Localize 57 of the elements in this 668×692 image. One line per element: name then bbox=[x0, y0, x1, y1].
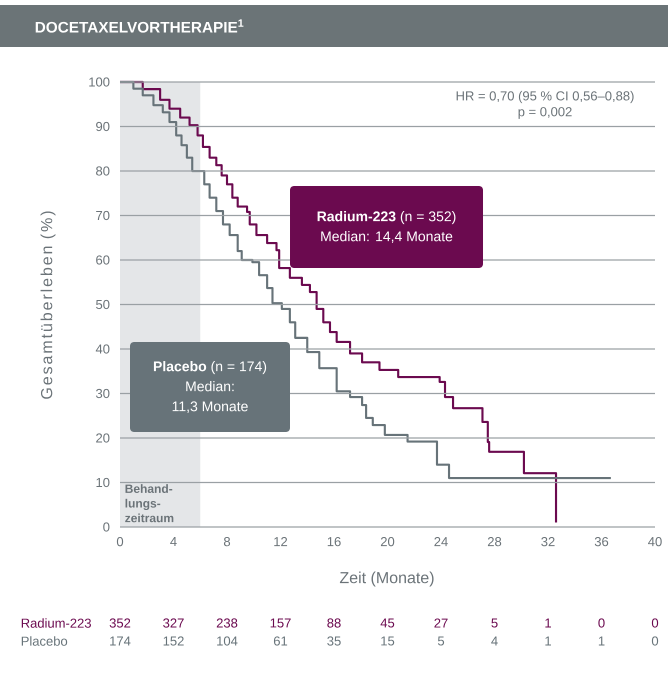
y-tick-label: 20 bbox=[96, 433, 110, 443]
text: 1 bbox=[545, 618, 551, 628]
x-tick-label: 24 bbox=[434, 537, 448, 546]
x-tick-label: 40 bbox=[648, 537, 662, 546]
x-tick-label: 0 bbox=[116, 537, 124, 546]
text: 5 bbox=[491, 618, 498, 628]
y-tick-label: 80 bbox=[96, 166, 110, 176]
annotation: Median: 14,4 Monate bbox=[321, 231, 452, 243]
x-tick-label: 4 bbox=[170, 537, 177, 546]
x-tick-label: 12 bbox=[274, 537, 288, 546]
y-tick-label: 100 bbox=[89, 77, 110, 87]
y-tick-label: 10 bbox=[96, 478, 110, 488]
y-tick-label: 30 bbox=[96, 388, 110, 398]
text: 0 bbox=[598, 618, 605, 628]
x-tick-label: 28 bbox=[488, 537, 502, 546]
annotation: Placebo (n = 174) bbox=[154, 361, 266, 374]
x-tick-label: 36 bbox=[594, 537, 608, 546]
y-tick-label: 40 bbox=[96, 344, 110, 354]
text: 352 bbox=[110, 618, 130, 628]
x-tick-label: 8 bbox=[224, 537, 230, 546]
annotation: Median: bbox=[186, 381, 234, 392]
text: 238 bbox=[216, 618, 238, 628]
band-label: Behand- lungs- zeitraum bbox=[125, 484, 174, 522]
annotation: p = 0,002 bbox=[518, 107, 572, 119]
annotation: HR = 0,70 (95 % CI 0,56–0,88) bbox=[456, 90, 634, 104]
text: 327 bbox=[163, 618, 184, 628]
chart-title: DOCETAXELVORTHERAPIE$^{1}$ bbox=[36, 19, 244, 33]
text: 35 bbox=[327, 636, 341, 646]
text: 4 bbox=[491, 636, 498, 646]
y-tick-label: 0 bbox=[103, 522, 110, 532]
text: 157 bbox=[270, 618, 291, 628]
text: 15 bbox=[381, 636, 394, 646]
text: 0 bbox=[652, 636, 658, 646]
text: Placebo bbox=[22, 636, 68, 646]
text: 152 bbox=[164, 636, 184, 646]
x-tick-label: 16 bbox=[328, 537, 341, 546]
x-tick-label: 20 bbox=[380, 537, 394, 546]
y-tick-label: 90 bbox=[96, 122, 110, 132]
text: 61 bbox=[274, 636, 288, 646]
text: 5 bbox=[438, 636, 444, 646]
text: 104 bbox=[217, 636, 238, 646]
x-tick-label: 32 bbox=[541, 537, 555, 546]
text: 88 bbox=[327, 618, 341, 628]
text: 27 bbox=[434, 618, 448, 628]
text: 174 bbox=[110, 636, 130, 646]
text: 1 bbox=[545, 636, 551, 646]
text: 0 bbox=[652, 618, 658, 628]
y-tick-label: 50 bbox=[96, 300, 110, 310]
y-axis-title: Gesamtüberleben (%) bbox=[40, 211, 56, 399]
x-axis-title: Zeit (Monate) bbox=[340, 572, 434, 586]
annotation: Radium-223 (n = 352) bbox=[318, 211, 456, 224]
annotation: 11,3 Monate bbox=[172, 401, 248, 413]
text: 1 bbox=[598, 636, 604, 646]
y-tick-label: 70 bbox=[96, 210, 110, 220]
y-tick-label: 60 bbox=[96, 255, 110, 265]
text: Radium-223 bbox=[22, 618, 91, 628]
text: 45 bbox=[380, 618, 394, 628]
